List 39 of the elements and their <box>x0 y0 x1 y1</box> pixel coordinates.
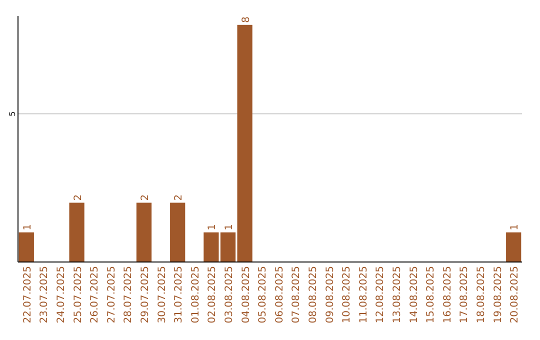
x-tick-label: 04.08.2025 <box>240 266 252 324</box>
x-tick-label: 10.08.2025 <box>342 266 353 324</box>
x-tick-label: 09.08.2025 <box>324 266 336 324</box>
data-label: 2 <box>140 194 151 201</box>
x-tick-label: 11.08.2025 <box>358 266 370 324</box>
x-tick-label: 14.08.2025 <box>408 266 420 324</box>
data-label: 8 <box>240 16 252 23</box>
x-tick-label: 18.08.2025 <box>476 266 487 324</box>
x-tick-label: 02.08.2025 <box>207 266 218 324</box>
x-tick-label: 13.08.2025 <box>392 266 403 324</box>
x-tick-label: 01.08.2025 <box>190 266 202 324</box>
x-tick-label: 20.08.2025 <box>510 266 521 324</box>
data-label: 1 <box>224 224 235 230</box>
x-tick-label: 07.08.2025 <box>291 266 302 324</box>
x-tick-label: 08.08.2025 <box>308 266 319 324</box>
data-label: 2 <box>174 194 185 201</box>
x-tick-label: 12.08.2025 <box>375 266 386 324</box>
x-tick-label: 31.07.2025 <box>174 266 185 324</box>
x-tick-label: 28.07.2025 <box>123 266 134 324</box>
y-tick-label: 5 <box>8 111 17 116</box>
data-label: 2 <box>72 194 84 201</box>
x-tick-label: 03.08.2025 <box>224 266 235 324</box>
x-tick-label: 30.07.2025 <box>156 266 168 324</box>
x-tick-label: 24.07.2025 <box>56 266 67 324</box>
x-tick-label: 23.07.2025 <box>39 266 50 324</box>
x-tick-label: 17.08.2025 <box>459 266 470 324</box>
x-tick-label: 27.07.2025 <box>106 266 118 324</box>
x-tick-label: 16.08.2025 <box>442 266 454 324</box>
x-tick-label: 05.08.2025 <box>258 266 269 324</box>
data-label: 1 <box>510 224 521 230</box>
x-tick-label: 25.07.2025 <box>72 266 84 324</box>
x-tick-label: 26.07.2025 <box>90 266 101 324</box>
x-tick-label: 19.08.2025 <box>492 266 504 324</box>
x-tick-label: 29.07.2025 <box>140 266 151 324</box>
x-tick-label: 06.08.2025 <box>274 266 286 324</box>
x-tick-label: 22.07.2025 <box>22 266 34 324</box>
data-label: 1 <box>22 224 34 230</box>
data-label: 1 <box>207 224 218 230</box>
x-tick-label: 15.08.2025 <box>426 266 437 324</box>
